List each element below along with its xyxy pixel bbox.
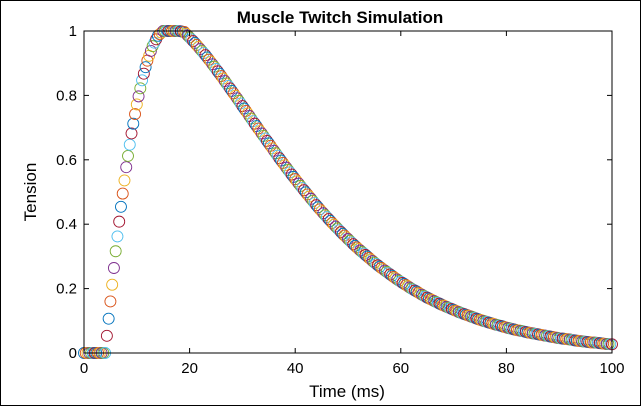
x-tick-label: 20 bbox=[181, 360, 198, 377]
y-tick-label: 0.8 bbox=[56, 87, 77, 104]
data-point-marker bbox=[118, 174, 131, 187]
data-point-marker bbox=[127, 117, 140, 130]
data-point-marker bbox=[132, 90, 145, 103]
data-point-marker bbox=[100, 329, 113, 342]
data-point-marker bbox=[106, 278, 119, 291]
data-point-marker bbox=[123, 138, 136, 151]
x-tick-label: 80 bbox=[498, 360, 515, 377]
y-tick-label: 1 bbox=[69, 23, 77, 40]
data-point-marker bbox=[107, 262, 120, 274]
y-axis-label: Tension bbox=[21, 163, 40, 222]
x-tick-label: 40 bbox=[287, 360, 304, 377]
y-axis-ticks: 0 0.2 0.4 0.6 0.8 1 bbox=[56, 23, 612, 362]
scatter-points bbox=[78, 25, 618, 359]
data-point-marker bbox=[139, 61, 152, 74]
x-axis-ticks: 0 20 40 60 80 100 bbox=[80, 31, 625, 377]
data-point-marker bbox=[102, 312, 115, 325]
data-point-marker bbox=[113, 215, 126, 228]
y-tick-label: 0 bbox=[69, 345, 77, 362]
data-point-marker bbox=[144, 45, 157, 57]
data-point-marker bbox=[122, 149, 134, 162]
plot-area-border bbox=[83, 30, 613, 354]
x-tick-label: 60 bbox=[392, 360, 409, 377]
chart-title: Muscle Twitch Simulation bbox=[237, 8, 444, 27]
data-point bbox=[130, 98, 143, 111]
data-point bbox=[104, 295, 117, 308]
x-tick-label: 0 bbox=[80, 360, 88, 377]
data-point bbox=[125, 127, 138, 140]
data-point bbox=[136, 74, 149, 87]
x-tick-label: 100 bbox=[599, 360, 624, 377]
x-axis-label: Time (ms) bbox=[309, 382, 385, 401]
y-tick-label: 0.6 bbox=[56, 152, 77, 169]
data-point-marker bbox=[129, 108, 141, 121]
data-point bbox=[120, 161, 133, 174]
data-point-marker bbox=[116, 187, 129, 200]
data-point bbox=[109, 245, 122, 258]
y-tick-label: 0.4 bbox=[56, 216, 77, 233]
y-tick-label: 0.2 bbox=[56, 281, 77, 298]
data-point-marker bbox=[134, 82, 147, 95]
data-point bbox=[115, 200, 127, 213]
data-point-marker bbox=[111, 230, 124, 243]
data-point-marker bbox=[137, 67, 150, 80]
